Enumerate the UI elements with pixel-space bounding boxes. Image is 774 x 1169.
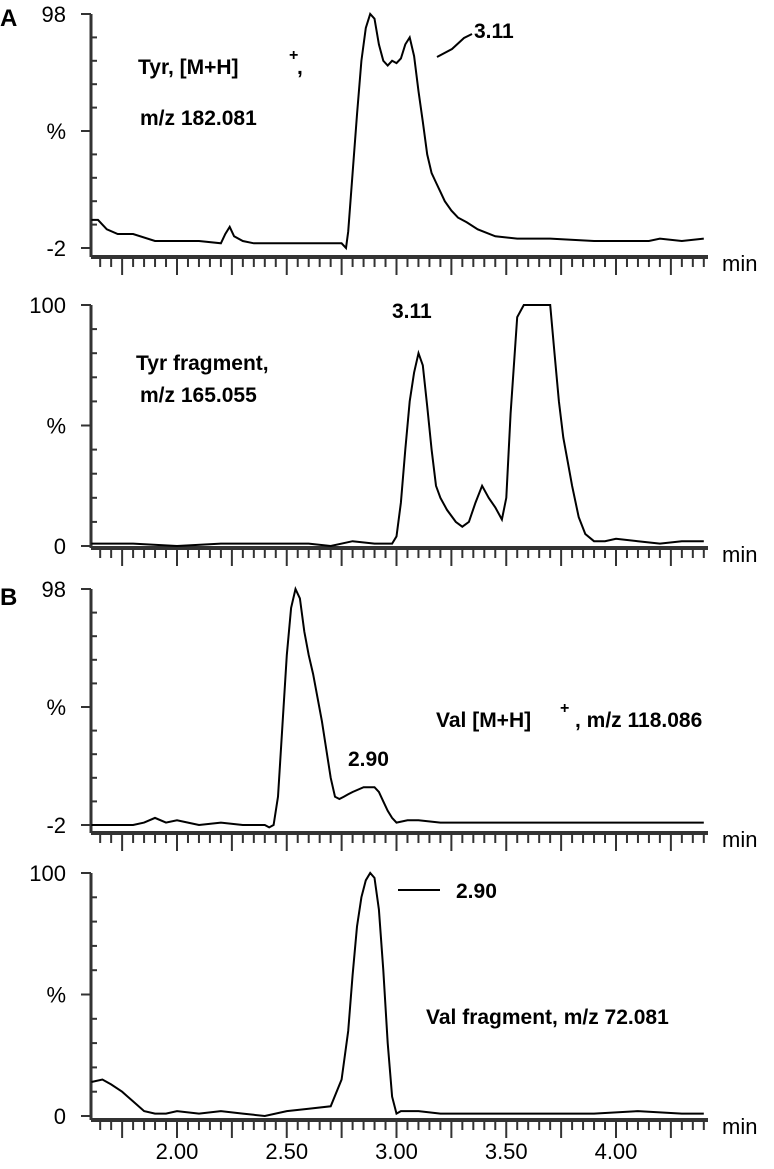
title-val-mh: Val [M+H] + , m/z 118.086 — [436, 700, 702, 732]
annotation-tyr-fragment-311: 3.11 — [392, 300, 432, 323]
x-unit-label: min — [722, 827, 757, 852]
x-unit-label: min — [722, 1114, 757, 1139]
y-tick-label: % — [46, 119, 66, 144]
title-tyr-fragment-line2: m/z 165.055 — [140, 384, 257, 407]
superscript-plus: + — [289, 47, 298, 64]
x-tick-label: 3.00 — [375, 1139, 418, 1164]
x-tick-label: 2.50 — [265, 1139, 308, 1164]
svg-text:,: , — [297, 56, 303, 79]
panel-label-b: B — [0, 584, 17, 611]
annotation-val-fragment-290: 2.90 — [398, 880, 497, 903]
chromatogram-trace — [91, 871, 704, 1118]
panel-tyr-mh: 98% -2 min — [42, 2, 758, 276]
title-tyr-mh: Tyr, [M+H] + , m/z 182.081 — [138, 47, 303, 130]
y-tick-label: 98 — [42, 2, 66, 27]
title-tyr-fragment-line1: Tyr fragment, — [136, 352, 269, 375]
x-unit-label: min — [722, 251, 757, 276]
annotation-val-mh-290: 2.90 — [348, 748, 389, 771]
x-tick-label: 2.00 — [156, 1139, 199, 1164]
chromatogram-trace — [91, 304, 704, 548]
y-tick-label: % — [46, 414, 66, 439]
panel-val-fragment: 100% 0 min 2.00 2.50 3.00 3.50 4.00 — [29, 861, 757, 1164]
y-tick-label: -2 — [46, 813, 66, 838]
x-unit-label: min — [722, 542, 757, 567]
svg-text:Tyr, [M+H]: Tyr, [M+H] — [138, 56, 239, 79]
chromatogram-trace — [91, 12, 704, 251]
svg-text:, m/z 118.086: , m/z 118.086 — [575, 709, 702, 732]
y-tick-label: -2 — [46, 236, 66, 261]
svg-text:m/z 182.081: m/z 182.081 — [140, 107, 257, 130]
svg-text:2.90: 2.90 — [456, 880, 497, 903]
svg-text:3.11: 3.11 — [474, 20, 514, 43]
annotation-tyr-mh-311: 3.11 — [436, 20, 514, 58]
title-val-fragment: Val fragment, m/z 72.081 — [426, 1006, 669, 1029]
y-tick-label: % — [46, 983, 66, 1008]
panel-tyr-fragment: 100% 0 min — [29, 293, 757, 567]
x-tick-label: 3.50 — [485, 1139, 528, 1164]
y-tick-label: 98 — [42, 577, 66, 602]
leader-line — [436, 33, 473, 58]
y-tick-label: 100 — [29, 293, 66, 318]
y-tick-label: % — [46, 695, 66, 720]
x-tick-label: 4.00 — [595, 1139, 638, 1164]
chromatogram-trace — [91, 585, 704, 829]
y-tick-label: 0 — [54, 1104, 66, 1129]
panel-label-a: A — [0, 5, 17, 32]
superscript-plus: + — [560, 700, 569, 717]
svg-text:Val [M+H]: Val [M+H] — [436, 709, 531, 732]
panel-val-mh: 98% -2 min — [42, 577, 758, 852]
y-tick-label: 100 — [29, 861, 66, 886]
y-tick-label: 0 — [54, 534, 66, 559]
